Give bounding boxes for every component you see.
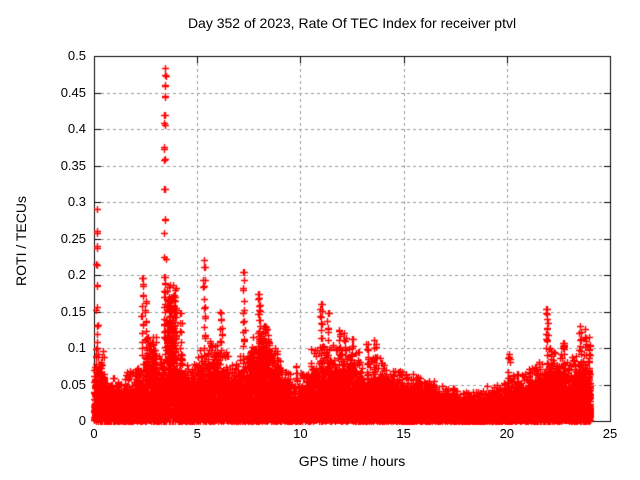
y-tick-label: 0.25 — [60, 230, 86, 246]
y-tick-label: 0.1 — [67, 340, 86, 355]
x-tick-label: 0 — [90, 426, 98, 441]
x-tick-label: 15 — [396, 426, 411, 441]
y-tick-label: 0 — [78, 413, 86, 428]
chart-title: Day 352 of 2023, Rate Of TEC Index for r… — [187, 15, 517, 31]
y-tick-label: 0.45 — [60, 84, 86, 100]
x-axis-label: GPS time / hours — [298, 453, 406, 469]
x-tick-label: 20 — [499, 426, 515, 441]
x-tick-label: 10 — [293, 426, 308, 441]
y-tick-label: 0.05 — [60, 376, 86, 392]
y-tick-label: 0.35 — [60, 157, 86, 173]
y-tick-label: 0.2 — [67, 267, 86, 282]
y-tick-label: 0.15 — [60, 303, 86, 319]
x-tick-label: 25 — [602, 426, 618, 441]
x-tick-label: 5 — [193, 426, 201, 441]
y-tick-label: 0.4 — [67, 121, 86, 136]
y-tick-label: 0.5 — [67, 48, 86, 63]
y-tick-label: 0.3 — [67, 194, 86, 209]
